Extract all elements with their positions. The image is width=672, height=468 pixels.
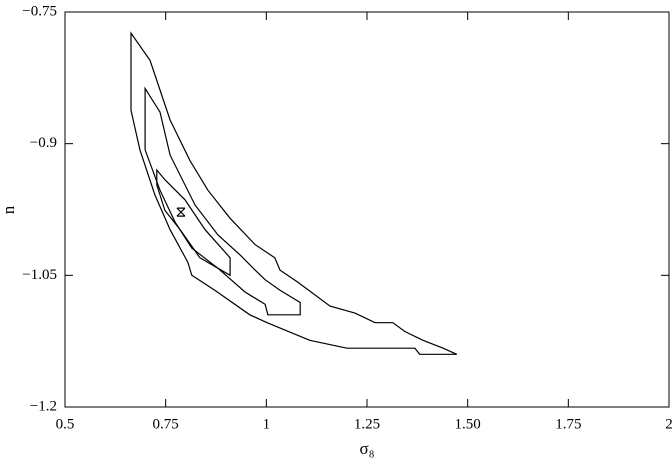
best-fit-marker	[176, 207, 186, 217]
contour-line	[144, 86, 301, 316]
x-tick-label: 1.50	[455, 416, 481, 432]
x-tick-label: 1.75	[555, 416, 581, 432]
x-tick-label: 1.25	[354, 416, 380, 432]
x-tick-label: 0.5	[56, 416, 75, 432]
x-tick-label: 1	[263, 416, 271, 432]
y-tick-label: −0.9	[30, 135, 57, 151]
y-axis-title: n	[0, 205, 18, 214]
y-tick-label: −0.75	[22, 3, 57, 19]
x-tick-label: 2	[665, 416, 672, 432]
x-axis-title: σ₈	[359, 439, 374, 458]
y-tick-label: −1.05	[22, 267, 57, 283]
y-tick-label: −1.2	[30, 398, 57, 414]
x-tick-label: 0.75	[153, 416, 179, 432]
contour-line	[130, 31, 458, 355]
contour-line	[156, 168, 231, 277]
